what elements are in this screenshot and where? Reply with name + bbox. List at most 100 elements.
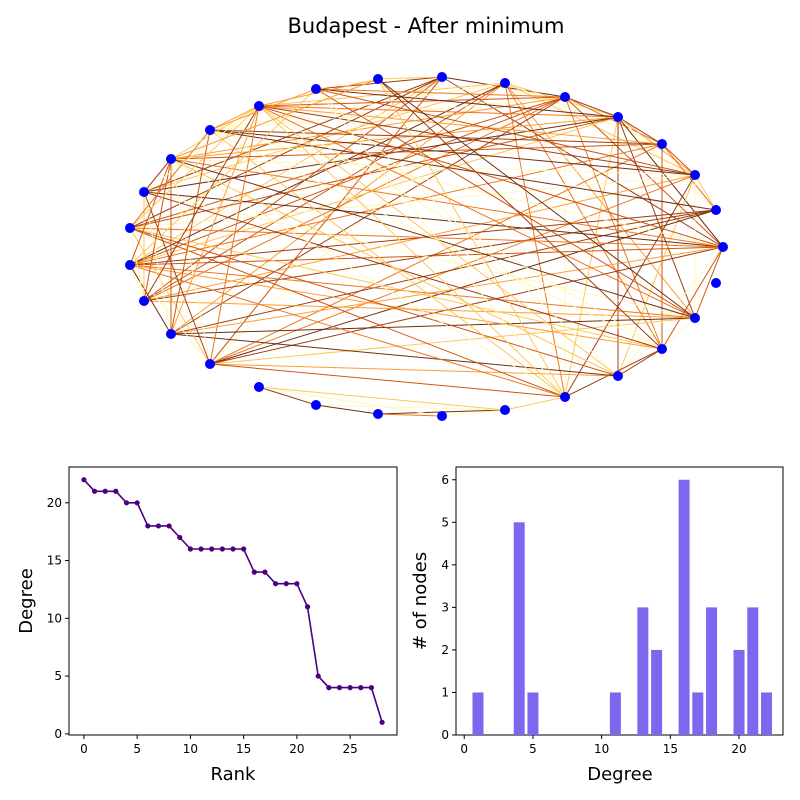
network-edge <box>129 264 663 350</box>
y-tick-label: 10 <box>47 611 62 625</box>
degree-rank-point <box>219 546 225 552</box>
network-node <box>166 329 176 339</box>
network-node <box>500 405 510 415</box>
network-edge <box>129 227 566 398</box>
x-tick-label: 0 <box>80 742 88 756</box>
degree-histogram-x-label: Degree <box>587 764 653 785</box>
degree-rank-ticks: 0 5 10 15 20 25 0 5 10 15 20 <box>47 496 358 756</box>
degree-histogram-bar <box>472 692 484 735</box>
network-edge <box>129 174 696 229</box>
network-edge <box>209 88 317 131</box>
degree-rank-points <box>81 477 385 725</box>
degree-rank-line <box>83 479 383 723</box>
x-tick-label: 15 <box>663 742 678 756</box>
network-edge <box>129 264 172 335</box>
degree-rank-point <box>145 523 151 529</box>
network-edge <box>315 404 379 415</box>
degree-rank-point <box>336 685 343 691</box>
network-edge <box>315 404 506 411</box>
x-tick-label: 20 <box>289 742 304 756</box>
y-tick-label: 0 <box>54 727 62 741</box>
degree-rank-point <box>134 500 140 506</box>
degree-rank-point <box>368 685 375 691</box>
x-tick-label: 20 <box>731 742 746 756</box>
x-tick-label: 0 <box>460 742 468 756</box>
degree-rank-point <box>102 488 108 494</box>
network-edge <box>209 129 696 176</box>
x-tick-label: 5 <box>529 742 537 756</box>
network-node <box>613 371 623 381</box>
network-edge <box>143 191 211 365</box>
network-edge <box>209 129 566 398</box>
network-edge <box>129 264 566 398</box>
network-edge <box>377 76 443 80</box>
network-edge <box>258 105 696 176</box>
degree-rank-point <box>155 523 162 529</box>
y-tick-label: 5 <box>441 515 449 529</box>
y-tick-label: 6 <box>441 473 449 487</box>
network-edge <box>258 105 663 350</box>
network-edge <box>143 76 443 302</box>
degree-histogram-bar <box>747 607 759 735</box>
network-edge <box>258 82 506 107</box>
network-edge <box>661 317 696 350</box>
network-node <box>560 392 570 402</box>
network-edge <box>170 317 696 335</box>
y-tick-label: 5 <box>54 669 62 683</box>
y-tick-label: 3 <box>441 600 449 614</box>
network-edge <box>617 116 663 145</box>
degree-rank-point <box>358 685 364 691</box>
network-graph <box>125 72 728 421</box>
network-edge <box>564 96 724 248</box>
network-title: Budapest - After minimum <box>287 14 564 38</box>
network-edge <box>661 143 696 176</box>
network-edge <box>143 158 172 193</box>
degree-rank-point <box>294 581 300 587</box>
y-tick-label: 1 <box>441 685 449 699</box>
x-tick-label: 10 <box>594 742 609 756</box>
network-edge <box>143 96 566 302</box>
network-edge <box>129 96 566 266</box>
degree-rank-point <box>304 604 311 610</box>
network-edge <box>170 158 211 365</box>
network-node <box>311 400 321 410</box>
degree-rank-point <box>241 546 247 552</box>
network-edge <box>504 82 696 319</box>
network-edge <box>209 129 724 248</box>
degree-rank-point <box>251 569 257 575</box>
network-edge <box>170 78 379 160</box>
network-edge <box>170 333 619 377</box>
network-edge <box>315 88 696 319</box>
x-tick-label: 10 <box>183 742 198 756</box>
network-edge <box>258 105 696 319</box>
network-edge <box>258 105 619 118</box>
degree-histogram-ticks: 0 5 10 15 20 0 1 2 3 4 5 6 <box>441 473 746 756</box>
network-node <box>205 359 215 369</box>
network-edge <box>129 264 145 302</box>
network-edge <box>209 209 717 365</box>
network-edge <box>258 96 566 107</box>
network-node <box>657 344 667 354</box>
network-edge <box>504 82 696 176</box>
network-edge <box>315 88 696 176</box>
network-edge <box>170 209 717 335</box>
network-edge <box>129 158 172 266</box>
network-edge <box>258 386 317 406</box>
network-node <box>373 409 383 419</box>
y-tick-label: 2 <box>441 643 449 657</box>
network-edge <box>377 78 566 398</box>
network-edge <box>170 158 696 176</box>
degree-histogram-bar <box>527 692 539 735</box>
network-edge <box>170 158 566 398</box>
network-edge <box>209 82 506 131</box>
network-node <box>254 101 264 111</box>
network-edge <box>315 88 619 377</box>
network-edge <box>504 396 566 411</box>
network-node <box>125 260 135 270</box>
degree-rank-plot: 0 5 10 15 20 25 0 5 10 15 20 Rank Degree <box>16 466 398 785</box>
network-edge <box>209 143 663 365</box>
degree-histogram-bar <box>692 692 704 735</box>
network-edge <box>143 82 506 302</box>
degree-histogram-bar <box>678 479 690 735</box>
